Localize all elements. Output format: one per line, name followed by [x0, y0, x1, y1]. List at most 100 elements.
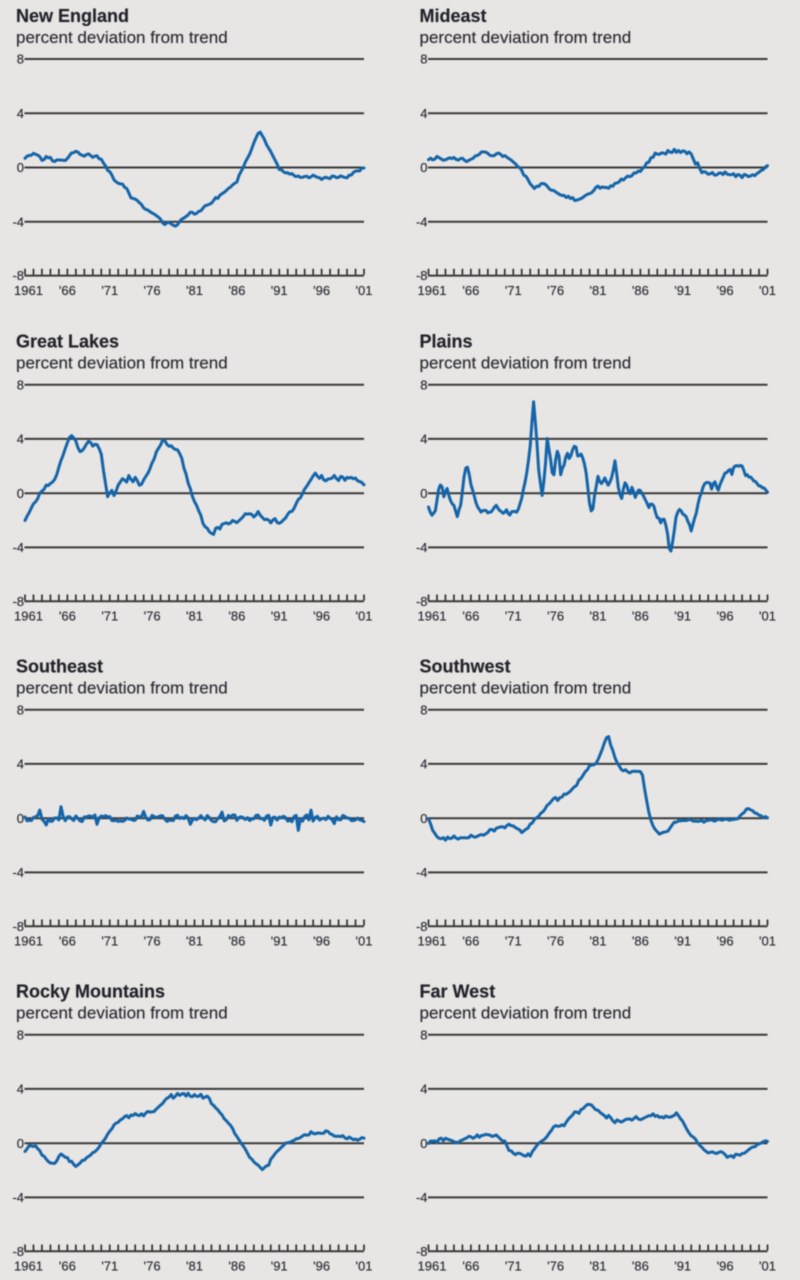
svg-text:1961: 1961	[14, 1259, 43, 1274]
svg-text:Plains: Plains	[420, 332, 473, 352]
svg-text:'91: '91	[674, 283, 691, 298]
svg-text:1961: 1961	[14, 283, 43, 298]
svg-text:0: 0	[420, 486, 427, 501]
svg-text:'91: '91	[271, 1259, 288, 1274]
svg-text:'96: '96	[717, 609, 734, 624]
svg-text:'91: '91	[674, 934, 691, 949]
svg-text:-4: -4	[12, 865, 24, 880]
svg-text:'86: '86	[632, 609, 649, 624]
svg-text:'86: '86	[228, 283, 245, 298]
svg-text:'76: '76	[144, 934, 161, 949]
svg-text:8: 8	[420, 377, 427, 392]
svg-text:percent deviation from trend: percent deviation from trend	[16, 679, 228, 698]
svg-text:'91: '91	[271, 283, 288, 298]
svg-text:'66: '66	[462, 283, 479, 298]
svg-text:'81: '81	[590, 609, 607, 624]
svg-text:'01: '01	[759, 609, 776, 624]
svg-text:'66: '66	[462, 609, 479, 624]
svg-text:percent deviation from trend: percent deviation from trend	[420, 28, 632, 47]
svg-text:'66: '66	[59, 1259, 76, 1274]
svg-text:8: 8	[17, 52, 24, 67]
svg-text:'66: '66	[462, 1259, 479, 1274]
svg-text:New England: New England	[16, 6, 129, 26]
svg-text:'96: '96	[313, 609, 330, 624]
svg-text:-4: -4	[416, 214, 428, 229]
svg-text:'91: '91	[674, 1259, 691, 1274]
svg-text:-4: -4	[416, 1190, 428, 1205]
svg-text:Rocky Mountains: Rocky Mountains	[16, 982, 165, 1002]
svg-text:4: 4	[17, 1082, 24, 1097]
svg-text:'81: '81	[186, 1259, 203, 1274]
svg-text:percent deviation from trend: percent deviation from trend	[16, 28, 228, 47]
svg-text:Mideast: Mideast	[420, 6, 487, 26]
svg-text:0: 0	[17, 160, 24, 175]
svg-text:percent deviation from trend: percent deviation from trend	[16, 1004, 228, 1023]
svg-text:'86: '86	[228, 934, 245, 949]
svg-text:'01: '01	[356, 283, 373, 298]
svg-text:'81: '81	[186, 283, 203, 298]
svg-text:'71: '71	[101, 609, 118, 624]
svg-text:'96: '96	[313, 1259, 330, 1274]
svg-text:'86: '86	[632, 283, 649, 298]
svg-text:-8: -8	[12, 1244, 24, 1259]
svg-text:8: 8	[420, 52, 427, 67]
svg-text:'96: '96	[717, 283, 734, 298]
svg-text:4: 4	[17, 757, 24, 772]
svg-text:'76: '76	[144, 283, 161, 298]
svg-text:-8: -8	[416, 919, 428, 934]
svg-text:4: 4	[420, 1082, 427, 1097]
svg-text:Far West: Far West	[420, 982, 496, 1002]
svg-text:0: 0	[420, 1136, 427, 1151]
svg-text:-4: -4	[12, 214, 24, 229]
svg-text:'86: '86	[228, 609, 245, 624]
svg-text:-4: -4	[12, 1190, 24, 1205]
svg-text:0: 0	[17, 1136, 24, 1151]
svg-text:-8: -8	[416, 1244, 428, 1259]
svg-text:'91: '91	[271, 609, 288, 624]
svg-text:8: 8	[420, 1027, 427, 1042]
svg-text:'81: '81	[590, 934, 607, 949]
svg-text:4: 4	[17, 432, 24, 447]
svg-text:'01: '01	[356, 609, 373, 624]
svg-text:'66: '66	[59, 609, 76, 624]
svg-text:percent deviation from trend: percent deviation from trend	[16, 354, 228, 373]
svg-text:0: 0	[420, 160, 427, 175]
svg-text:1961: 1961	[418, 609, 447, 624]
svg-text:'81: '81	[186, 934, 203, 949]
svg-text:'71: '71	[101, 934, 118, 949]
svg-text:4: 4	[420, 757, 427, 772]
svg-text:1961: 1961	[418, 1259, 447, 1274]
svg-text:'71: '71	[101, 283, 118, 298]
svg-text:'66: '66	[59, 934, 76, 949]
svg-text:Great Lakes: Great Lakes	[16, 332, 119, 352]
svg-text:'01: '01	[356, 934, 373, 949]
svg-text:4: 4	[420, 106, 427, 121]
svg-text:'71: '71	[505, 934, 522, 949]
svg-text:'01: '01	[356, 1259, 373, 1274]
svg-text:Southwest: Southwest	[420, 657, 511, 677]
svg-text:percent deviation from trend: percent deviation from trend	[420, 679, 632, 698]
svg-text:-4: -4	[416, 540, 428, 555]
svg-text:'76: '76	[547, 609, 564, 624]
svg-text:'81: '81	[590, 1259, 607, 1274]
svg-text:1961: 1961	[14, 609, 43, 624]
svg-text:4: 4	[17, 106, 24, 121]
svg-text:'96: '96	[313, 283, 330, 298]
svg-text:-8: -8	[12, 919, 24, 934]
svg-text:8: 8	[420, 702, 427, 717]
svg-text:'71: '71	[505, 609, 522, 624]
svg-text:'76: '76	[144, 1259, 161, 1274]
svg-text:'81: '81	[590, 283, 607, 298]
svg-text:4: 4	[420, 432, 427, 447]
svg-text:percent deviation from trend: percent deviation from trend	[420, 354, 632, 373]
svg-text:'71: '71	[505, 283, 522, 298]
svg-text:'96: '96	[717, 1259, 734, 1274]
svg-text:0: 0	[420, 811, 427, 826]
svg-text:'81: '81	[186, 609, 203, 624]
svg-text:'76: '76	[547, 934, 564, 949]
svg-text:'66: '66	[59, 283, 76, 298]
svg-text:'01: '01	[759, 934, 776, 949]
svg-text:'86: '86	[632, 934, 649, 949]
svg-text:-4: -4	[416, 865, 428, 880]
svg-text:8: 8	[17, 702, 24, 717]
